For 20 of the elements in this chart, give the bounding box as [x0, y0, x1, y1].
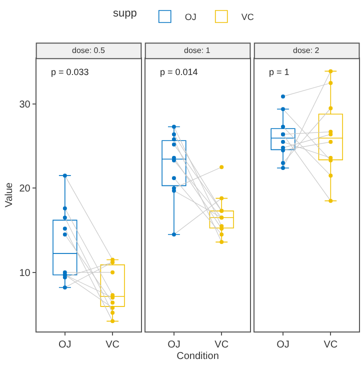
y-tick-label: 30 [19, 100, 31, 111]
annotation: p = 0.014 [160, 67, 198, 77]
annotation: p = 0.033 [51, 67, 89, 77]
chart-title: dose: 1 [184, 46, 211, 55]
x-axis-title: Condition [176, 350, 219, 362]
x-tick-label: VC [324, 339, 338, 350]
x-tick-label: VC [106, 339, 120, 350]
x-tick-label: VC [214, 339, 229, 350]
y-axis-title: Value [4, 182, 16, 208]
chart-title: dose: 2 [293, 46, 320, 55]
legend-title: supp [113, 7, 137, 20]
legend-label: OJ [184, 12, 196, 22]
y-tick-label: 10 [19, 268, 31, 279]
annotation: p = 1 [269, 67, 290, 77]
y-tick-label: 20 [19, 184, 31, 195]
x-tick-label: OJ [276, 339, 290, 350]
chart-title: dose: 0.5 [72, 46, 106, 55]
legend-label: VC [241, 12, 254, 22]
x-tick-label: OJ [168, 339, 180, 350]
x-tick-label: OJ [58, 339, 72, 350]
